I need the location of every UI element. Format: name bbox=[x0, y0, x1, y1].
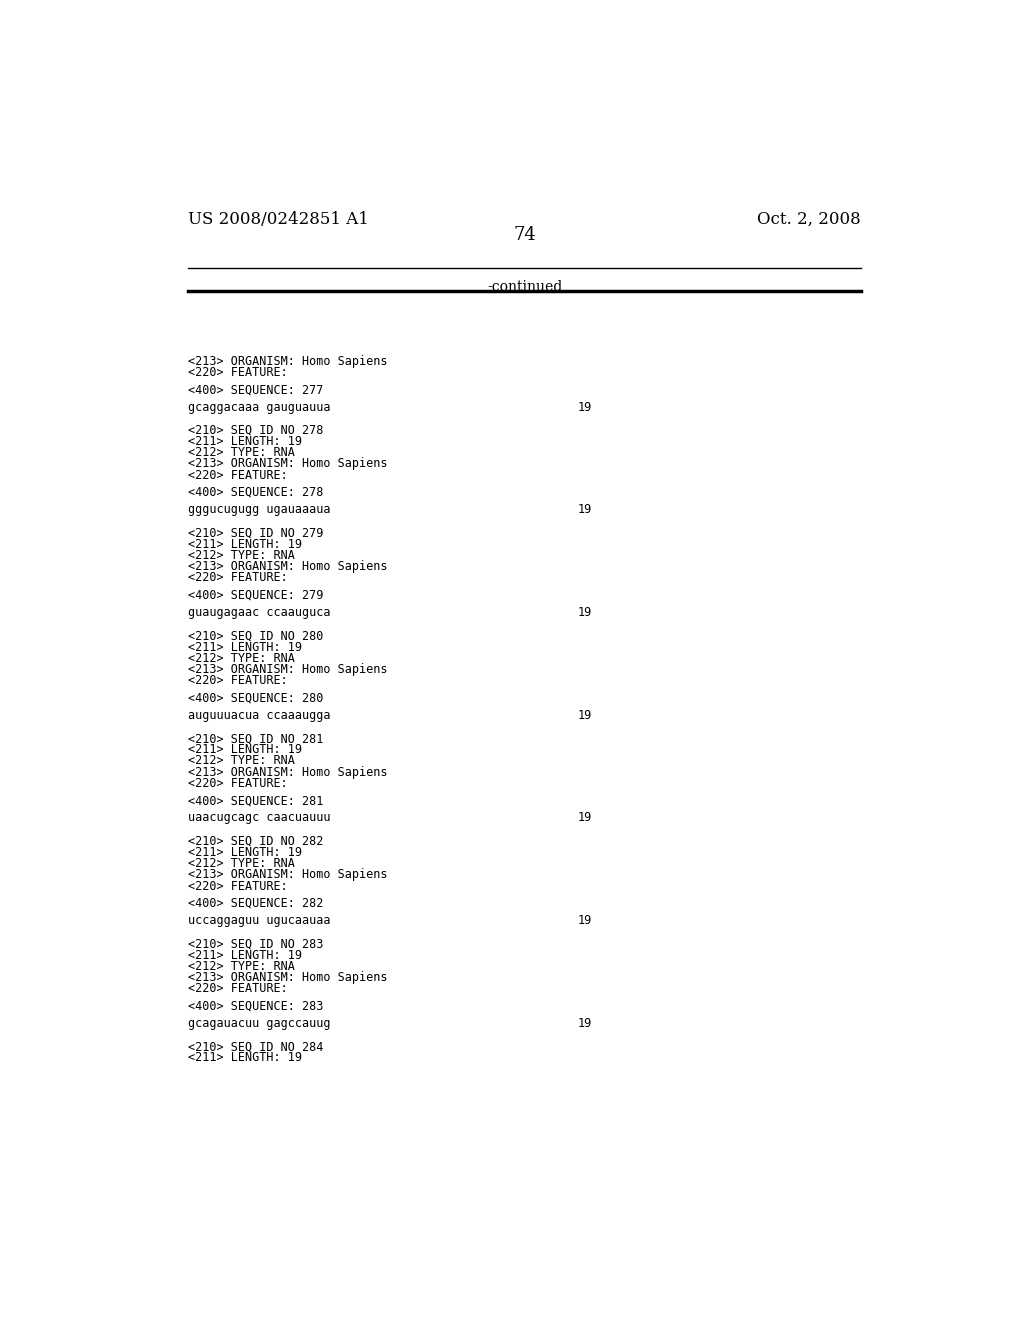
Text: uaacugcagc caacuauuu: uaacugcagc caacuauuu bbox=[188, 812, 331, 825]
Text: <220> FEATURE:: <220> FEATURE: bbox=[188, 879, 288, 892]
Text: <211> LENGTH: 19: <211> LENGTH: 19 bbox=[188, 537, 302, 550]
Text: gggucugugg ugauaaaua: gggucugugg ugauaaaua bbox=[188, 503, 331, 516]
Text: uccaggaguu ugucaauaa: uccaggaguu ugucaauaa bbox=[188, 915, 331, 927]
Text: <210> SEQ ID NO 279: <210> SEQ ID NO 279 bbox=[188, 527, 324, 540]
Text: <400> SEQUENCE: 278: <400> SEQUENCE: 278 bbox=[188, 486, 324, 499]
Text: <210> SEQ ID NO 284: <210> SEQ ID NO 284 bbox=[188, 1040, 324, 1053]
Text: 19: 19 bbox=[578, 709, 592, 722]
Text: gcaggacaaa gauguauua: gcaggacaaa gauguauua bbox=[188, 400, 331, 413]
Text: US 2008/0242851 A1: US 2008/0242851 A1 bbox=[188, 211, 370, 228]
Text: <220> FEATURE:: <220> FEATURE: bbox=[188, 776, 288, 789]
Text: 19: 19 bbox=[578, 812, 592, 825]
Text: <220> FEATURE:: <220> FEATURE: bbox=[188, 572, 288, 585]
Text: <210> SEQ ID NO 278: <210> SEQ ID NO 278 bbox=[188, 424, 324, 437]
Text: <210> SEQ ID NO 282: <210> SEQ ID NO 282 bbox=[188, 834, 324, 847]
Text: <400> SEQUENCE: 282: <400> SEQUENCE: 282 bbox=[188, 896, 324, 909]
Text: <213> ORGANISM: Homo Sapiens: <213> ORGANISM: Homo Sapiens bbox=[188, 458, 388, 470]
Text: <212> TYPE: RNA: <212> TYPE: RNA bbox=[188, 446, 295, 459]
Text: gcagauacuu gagccauug: gcagauacuu gagccauug bbox=[188, 1016, 331, 1030]
Text: 19: 19 bbox=[578, 503, 592, 516]
Text: <211> LENGTH: 19: <211> LENGTH: 19 bbox=[188, 436, 302, 447]
Text: -continued: -continued bbox=[487, 280, 562, 294]
Text: <213> ORGANISM: Homo Sapiens: <213> ORGANISM: Homo Sapiens bbox=[188, 663, 388, 676]
Text: Oct. 2, 2008: Oct. 2, 2008 bbox=[758, 211, 861, 228]
Text: <211> LENGTH: 19: <211> LENGTH: 19 bbox=[188, 1052, 302, 1064]
Text: <212> TYPE: RNA: <212> TYPE: RNA bbox=[188, 549, 295, 562]
Text: guaugagaac ccaauguca: guaugagaac ccaauguca bbox=[188, 606, 331, 619]
Text: 19: 19 bbox=[578, 606, 592, 619]
Text: <400> SEQUENCE: 279: <400> SEQUENCE: 279 bbox=[188, 589, 324, 602]
Text: <213> ORGANISM: Homo Sapiens: <213> ORGANISM: Homo Sapiens bbox=[188, 560, 388, 573]
Text: <400> SEQUENCE: 281: <400> SEQUENCE: 281 bbox=[188, 795, 324, 807]
Text: <211> LENGTH: 19: <211> LENGTH: 19 bbox=[188, 640, 302, 653]
Text: auguuuacua ccaaaugga: auguuuacua ccaaaugga bbox=[188, 709, 331, 722]
Text: <400> SEQUENCE: 283: <400> SEQUENCE: 283 bbox=[188, 999, 324, 1012]
Text: <212> TYPE: RNA: <212> TYPE: RNA bbox=[188, 652, 295, 665]
Text: <220> FEATURE:: <220> FEATURE: bbox=[188, 982, 288, 995]
Text: <220> FEATURE:: <220> FEATURE: bbox=[188, 366, 288, 379]
Text: <213> ORGANISM: Homo Sapiens: <213> ORGANISM: Homo Sapiens bbox=[188, 766, 388, 779]
Text: <210> SEQ ID NO 280: <210> SEQ ID NO 280 bbox=[188, 630, 324, 643]
Text: <213> ORGANISM: Homo Sapiens: <213> ORGANISM: Homo Sapiens bbox=[188, 869, 388, 882]
Text: <220> FEATURE:: <220> FEATURE: bbox=[188, 469, 288, 482]
Text: 19: 19 bbox=[578, 400, 592, 413]
Text: <212> TYPE: RNA: <212> TYPE: RNA bbox=[188, 857, 295, 870]
Text: <400> SEQUENCE: 280: <400> SEQUENCE: 280 bbox=[188, 692, 324, 705]
Text: <213> ORGANISM: Homo Sapiens: <213> ORGANISM: Homo Sapiens bbox=[188, 972, 388, 983]
Text: <212> TYPE: RNA: <212> TYPE: RNA bbox=[188, 960, 295, 973]
Text: <213> ORGANISM: Homo Sapiens: <213> ORGANISM: Homo Sapiens bbox=[188, 355, 388, 368]
Text: <211> LENGTH: 19: <211> LENGTH: 19 bbox=[188, 949, 302, 962]
Text: <400> SEQUENCE: 277: <400> SEQUENCE: 277 bbox=[188, 383, 324, 396]
Text: 19: 19 bbox=[578, 915, 592, 927]
Text: <211> LENGTH: 19: <211> LENGTH: 19 bbox=[188, 743, 302, 756]
Text: <212> TYPE: RNA: <212> TYPE: RNA bbox=[188, 755, 295, 767]
Text: <220> FEATURE:: <220> FEATURE: bbox=[188, 675, 288, 688]
Text: <210> SEQ ID NO 281: <210> SEQ ID NO 281 bbox=[188, 733, 324, 744]
Text: 74: 74 bbox=[513, 226, 537, 244]
Text: <211> LENGTH: 19: <211> LENGTH: 19 bbox=[188, 846, 302, 859]
Text: 19: 19 bbox=[578, 1016, 592, 1030]
Text: <210> SEQ ID NO 283: <210> SEQ ID NO 283 bbox=[188, 937, 324, 950]
